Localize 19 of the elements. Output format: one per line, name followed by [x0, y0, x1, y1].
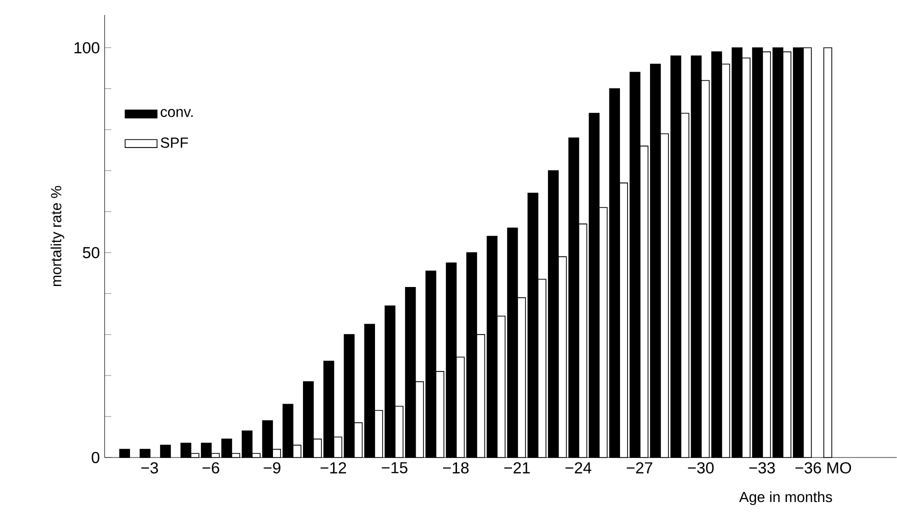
y-tick-label: 50	[82, 246, 100, 258]
x-axis-title: Age in months	[739, 491, 832, 505]
x-tick-label: −12	[320, 462, 346, 474]
y-tick-label: 0	[92, 452, 100, 463]
x-tick-label: −27	[626, 462, 652, 474]
x-tick-label: −36 MO	[795, 462, 852, 474]
x-tick-label: −21	[504, 462, 530, 474]
legend-label: conv.	[160, 108, 193, 117]
x-tick-label: −3	[141, 462, 158, 474]
x-tick-label: −18	[443, 462, 469, 474]
x-tick-label: −15	[382, 462, 408, 474]
x-tick-label: −9	[264, 462, 280, 474]
y-axis-title: mortality rate %	[50, 186, 64, 286]
legend-label: SPF	[160, 137, 188, 148]
x-tick-label: −30	[688, 462, 714, 474]
x-tick-label: −33	[749, 462, 775, 474]
y-tick-label: 100	[74, 42, 100, 54]
x-tick-label: −24	[566, 462, 592, 474]
x-tick-label: −6	[202, 462, 220, 474]
